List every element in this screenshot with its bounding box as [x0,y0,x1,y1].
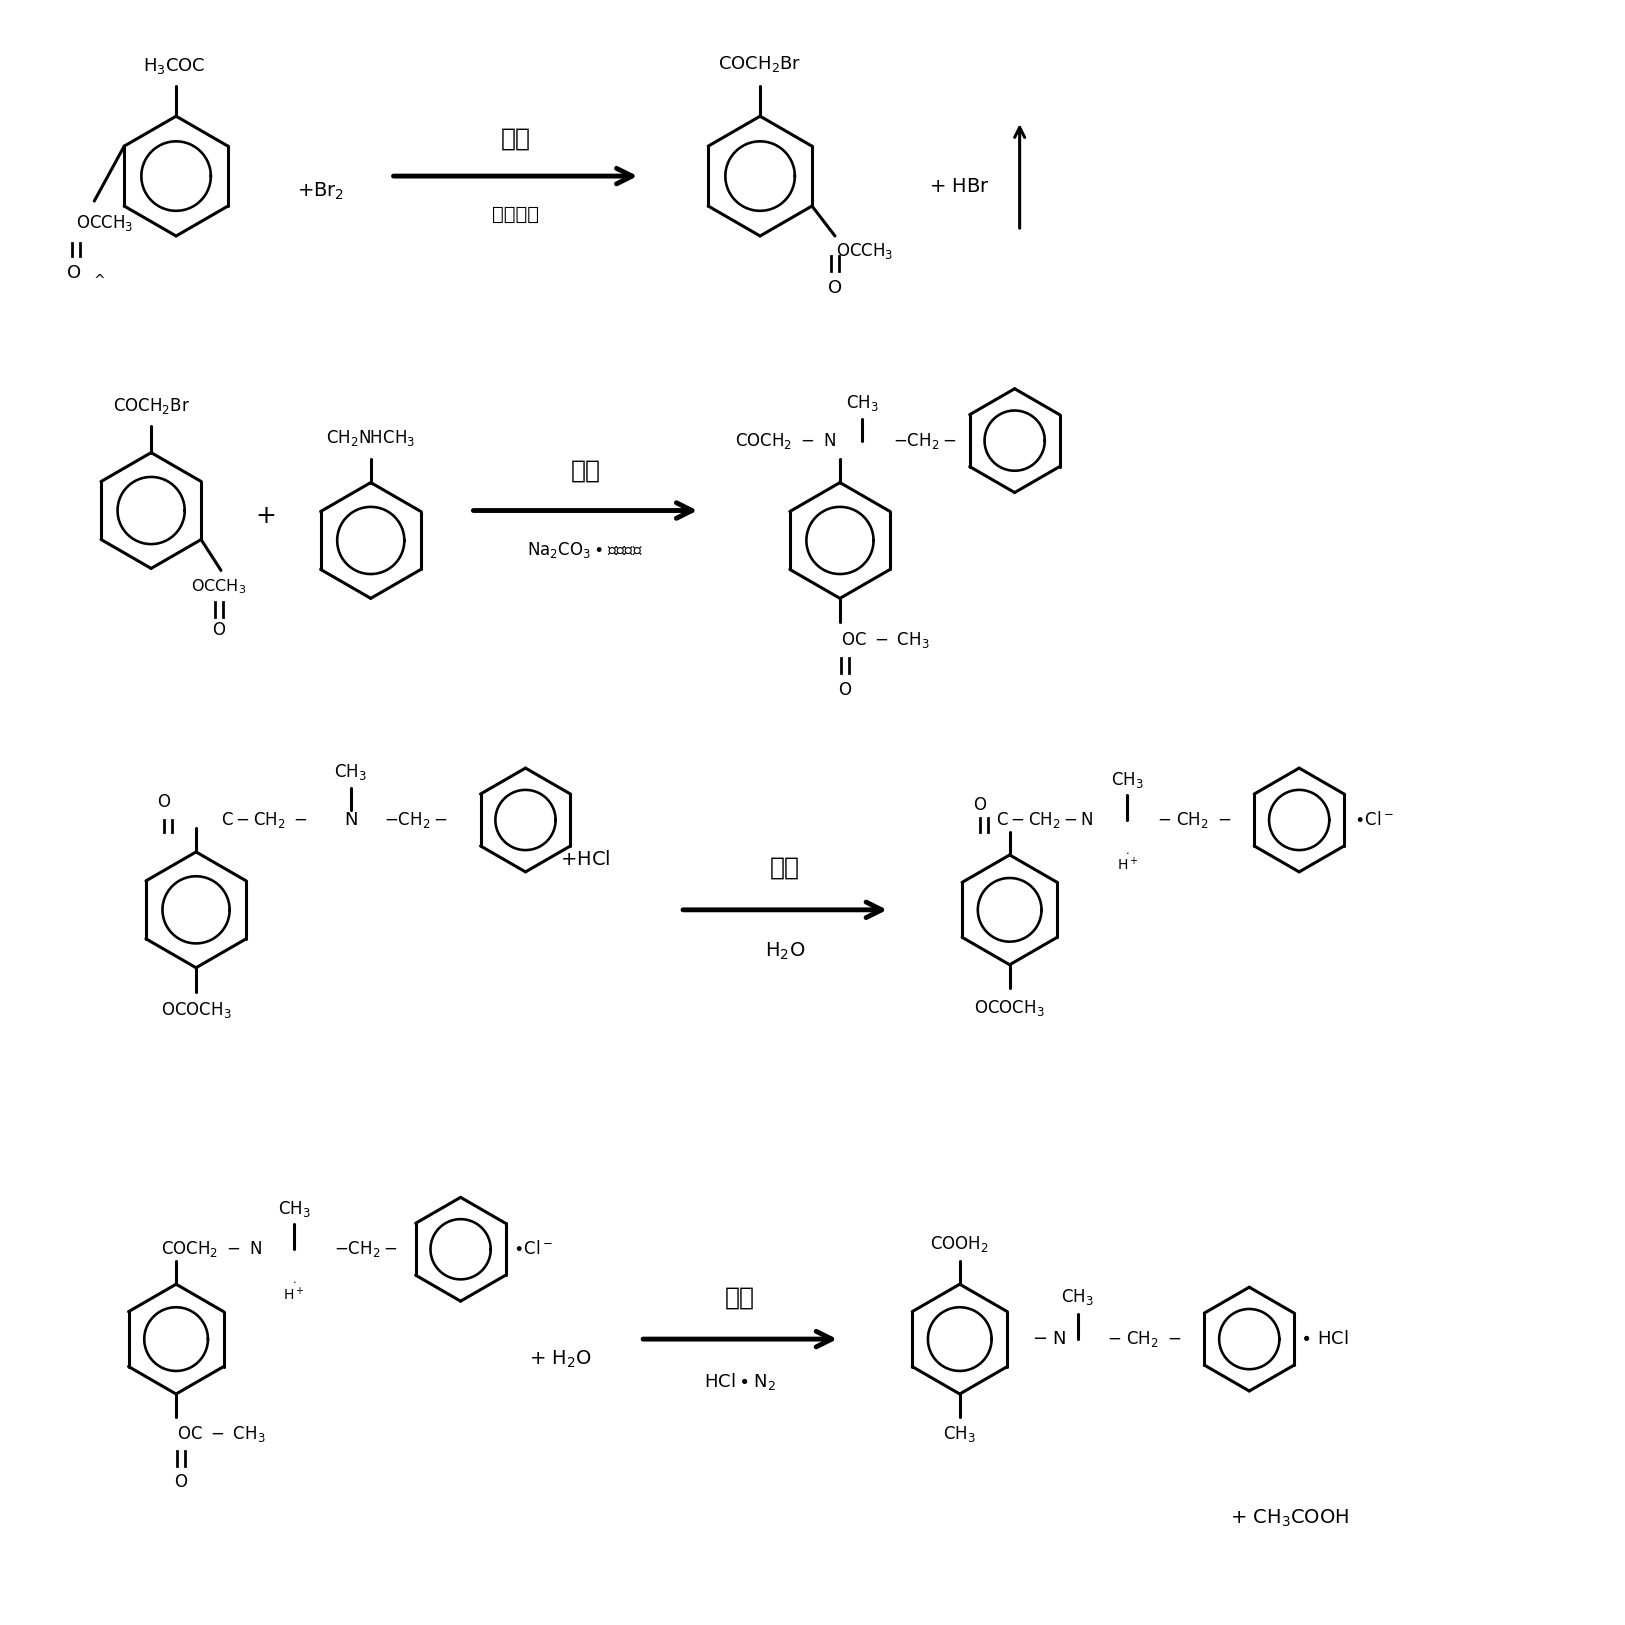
Text: $\mathregular{COCH_2Br}$: $\mathregular{COCH_2Br}$ [718,54,801,75]
Text: $\mathregular{-CH_2-}$: $\mathregular{-CH_2-}$ [894,431,957,450]
Text: $\mathregular{OCCH_3}$: $\mathregular{OCCH_3}$ [192,577,247,596]
Text: $\mathregular{OCCH_3}$: $\mathregular{OCCH_3}$ [75,213,133,232]
Text: $\mathregular{CH_3}$: $\mathregular{CH_3}$ [1061,1287,1094,1306]
Text: $\mathregular{+\ HBr}$: $\mathregular{+\ HBr}$ [929,177,990,195]
Text: $\mathregular{\bullet Cl^-}$: $\mathregular{\bullet Cl^-}$ [1354,811,1394,829]
Text: $\mathregular{OC\ -\ CH_3}$: $\mathregular{OC\ -\ CH_3}$ [177,1424,265,1445]
Text: $\mathregular{\cdot}$: $\mathregular{\cdot}$ [292,1276,296,1287]
Text: 溴化: 溴化 [500,127,530,150]
Text: 缩合: 缩合 [570,458,600,483]
Text: $\mathregular{COCH_2\ -\ N}$: $\mathregular{COCH_2\ -\ N}$ [734,431,835,450]
Text: $\mathregular{\cdot}$: $\mathregular{\cdot}$ [1124,847,1129,856]
Text: $\mathregular{OCCH_3}$: $\mathregular{OCCH_3}$ [837,240,894,262]
Text: $\mathregular{COCH_2\ -\ N}$: $\mathregular{COCH_2\ -\ N}$ [161,1240,262,1259]
Text: $\mathregular{-\ CH_2\ -}$: $\mathregular{-\ CH_2\ -}$ [1157,809,1232,830]
Text: $\mathregular{+\ CH_3COOH}$: $\mathregular{+\ CH_3COOH}$ [1230,1508,1349,1529]
Text: O: O [174,1472,187,1490]
Text: $\mathregular{H^+}$: $\mathregular{H^+}$ [283,1285,304,1303]
Text: $\mathregular{+Br_2}$: $\mathregular{+Br_2}$ [297,180,344,202]
Text: $\mathregular{HCl\bullet N_2}$: $\mathregular{HCl\bullet N_2}$ [704,1370,777,1391]
Text: $\mathregular{OCOCH_3}$: $\mathregular{OCOCH_3}$ [161,999,231,1019]
Text: 醋酸丁酯: 醋酸丁酯 [492,205,540,224]
Text: $\mathregular{-CH_2-}$: $\mathregular{-CH_2-}$ [335,1240,398,1259]
Text: O: O [158,793,171,811]
Text: $\mathregular{H^+}$: $\mathregular{H^+}$ [1116,856,1137,874]
Text: ^: ^ [94,275,106,288]
Text: O: O [838,681,852,699]
Text: $\mathregular{Na_2CO_3\bullet}$醋酸丁酯: $\mathregular{Na_2CO_3\bullet}$醋酸丁酯 [528,541,644,561]
Text: $\mathregular{COCH_2Br}$: $\mathregular{COCH_2Br}$ [112,396,190,416]
Text: $\mathregular{-\ N}$: $\mathregular{-\ N}$ [1032,1331,1068,1349]
Text: O: O [827,280,842,297]
Text: $\mathregular{C-CH_2\ -}$: $\mathregular{C-CH_2\ -}$ [221,809,309,830]
Text: 酸化: 酸化 [770,856,800,879]
Text: $\mathregular{CH_3}$: $\mathregular{CH_3}$ [278,1199,310,1219]
Text: $\mathregular{H_2O}$: $\mathregular{H_2O}$ [765,941,806,962]
Text: $\mathregular{\bullet\ HCl}$: $\mathregular{\bullet\ HCl}$ [1300,1331,1349,1349]
Text: $\mathregular{H_3COC}$: $\mathregular{H_3COC}$ [143,57,205,76]
Text: O: O [67,263,81,281]
Text: $\mathregular{C-CH_2-N}$: $\mathregular{C-CH_2-N}$ [996,809,1094,830]
Text: +: + [255,504,276,528]
Text: $\mathregular{+\ H_2O}$: $\mathregular{+\ H_2O}$ [528,1349,592,1370]
Text: $\mathregular{\bullet Cl^-}$: $\mathregular{\bullet Cl^-}$ [512,1240,552,1258]
Text: $\mathregular{OCOCH_3}$: $\mathregular{OCOCH_3}$ [975,998,1045,1017]
Text: $\mathregular{-CH_2-}$: $\mathregular{-CH_2-}$ [384,809,447,830]
Text: $\mathregular{CH_3}$: $\mathregular{CH_3}$ [335,762,367,782]
Text: $\mathregular{CH_3}$: $\mathregular{CH_3}$ [944,1424,977,1445]
Text: N: N [344,811,358,829]
Text: $\mathregular{COOH_2}$: $\mathregular{COOH_2}$ [931,1235,990,1254]
Text: $\mathregular{OC\ -\ CH_3}$: $\mathregular{OC\ -\ CH_3}$ [840,630,929,650]
Text: $\mathregular{CH_3}$: $\mathregular{CH_3}$ [1112,770,1144,790]
Text: O: O [213,621,226,639]
Text: $\mathregular{CH_2NHCH_3}$: $\mathregular{CH_2NHCH_3}$ [327,427,416,447]
Text: 水解: 水解 [725,1285,756,1310]
Text: $\mathregular{+HCl}$: $\mathregular{+HCl}$ [561,850,611,869]
Text: $\mathregular{CH_3}$: $\mathregular{CH_3}$ [845,393,878,413]
Text: $\mathregular{-\ CH_2\ -}$: $\mathregular{-\ CH_2\ -}$ [1107,1329,1181,1349]
Text: O: O [973,796,986,814]
